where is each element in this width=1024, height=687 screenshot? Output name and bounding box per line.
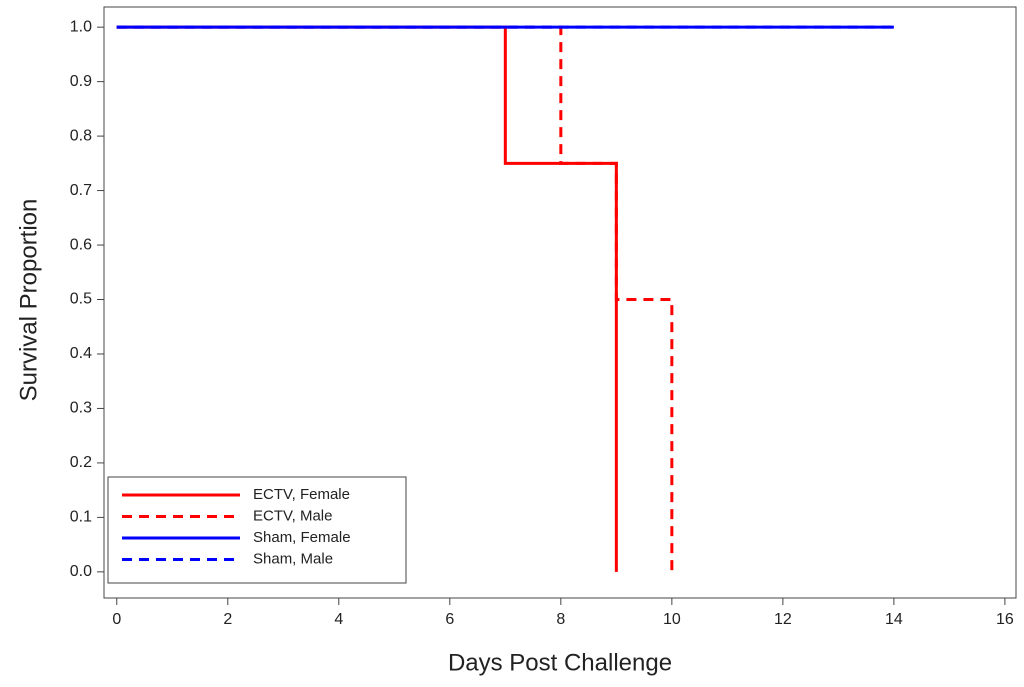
y-tick-label: 0.7 [70, 182, 92, 199]
y-tick-label: 0.3 [70, 400, 92, 417]
y-tick-label: 0.8 [70, 127, 92, 144]
y-tick-label: 1.0 [70, 18, 92, 35]
x-tick-label: 12 [774, 611, 792, 628]
legend-label: Sham, Female [253, 529, 351, 546]
y-axis-title: Survival Proportion [15, 199, 42, 402]
x-tick-label: 8 [556, 611, 565, 628]
x-tick-label: 2 [223, 611, 232, 628]
y-tick-label: 0.9 [70, 73, 92, 90]
y-tick-label: 0.2 [70, 454, 92, 471]
x-tick-label: 16 [996, 611, 1014, 628]
y-tick-label: 0.0 [70, 563, 92, 580]
legend-label: ECTV, Male [253, 507, 332, 524]
x-tick-label: 14 [885, 611, 903, 628]
y-tick-label: 0.5 [70, 291, 92, 308]
x-tick-label: 6 [445, 611, 454, 628]
legend-label: ECTV, Female [253, 486, 350, 503]
y-tick-label: 0.1 [70, 509, 92, 526]
x-tick-label: 0 [112, 611, 121, 628]
x-tick-label: 4 [334, 611, 343, 628]
x-tick-label: 10 [663, 611, 681, 628]
y-tick-label: 0.4 [70, 345, 92, 362]
y-tick-label: 0.6 [70, 236, 92, 253]
legend-label: Sham, Male [253, 550, 333, 567]
x-axis-title: Days Post Challenge [448, 649, 672, 676]
plot-frame [103, 6, 1017, 599]
